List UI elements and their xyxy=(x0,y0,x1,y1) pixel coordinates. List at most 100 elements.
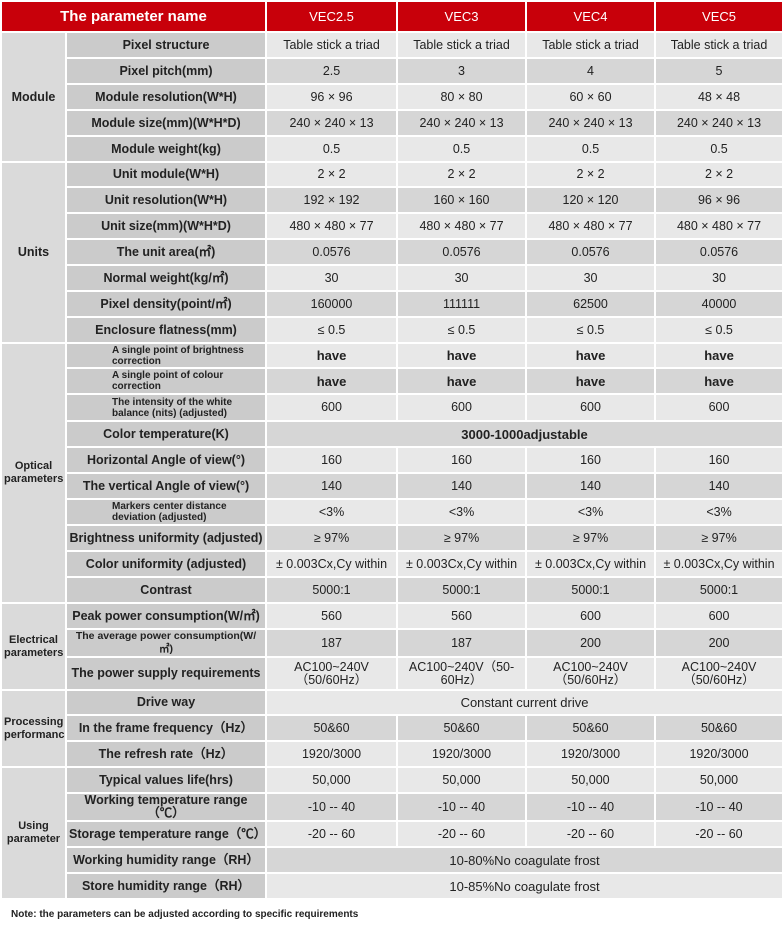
value-cell: 160 × 160 xyxy=(396,186,528,214)
parameter-label: Brightness uniformity (adjusted) xyxy=(64,524,268,552)
table-row: Color uniformity (adjusted) ± 0.003Cx,Cy … xyxy=(1,550,782,578)
parameter-label: Unit resolution(W*H) xyxy=(64,186,268,214)
model-header: VEC5 xyxy=(654,0,782,33)
table-row: The average power consumption(W/㎡) 187 187… xyxy=(1,628,782,658)
value-cell: 50,000 xyxy=(265,766,399,794)
table-row: The intensity of the white balance (nits… xyxy=(1,393,782,422)
value-cell: 96 × 96 xyxy=(265,83,399,111)
value-cell: Table stick a triad xyxy=(265,31,399,59)
value-cell: 480 × 480 × 77 xyxy=(396,212,528,240)
value-cell: 480 × 480 × 77 xyxy=(265,212,399,240)
value-cell: 120 × 120 xyxy=(525,186,657,214)
parameter-label: Pixel density(point/㎡) xyxy=(64,290,268,318)
value-cell: have xyxy=(265,367,399,395)
model-header: VEC3 xyxy=(396,0,528,33)
value-cell: 5000:1 xyxy=(396,576,528,604)
group-label: Processing performance xyxy=(0,689,67,768)
table-row: The refresh rate（Hz） 1920/3000 1920/3000 19… xyxy=(1,740,782,768)
value-cell: 60 × 60 xyxy=(525,83,657,111)
value-cell: ± 0.003Cx,Cy within xyxy=(265,550,399,578)
value-cell: have xyxy=(396,342,528,369)
value-cell: 600 xyxy=(654,393,782,422)
value-cell: 200 xyxy=(525,628,657,658)
table-row: Module size(mm)(W*H*D) 240 × 240 × 13 240 … xyxy=(1,109,782,137)
group-label: Units xyxy=(0,161,67,344)
value-cell: 111111 xyxy=(396,290,528,318)
table-row: Brightness uniformity (adjusted) ≥ 97% ≥ 9… xyxy=(1,524,782,552)
value-cell: AC100~240V（50/60Hz） xyxy=(654,656,782,691)
table-row: Processing performance Drive way Constant … xyxy=(0,689,782,768)
value-cell: 1920/3000 xyxy=(654,740,782,768)
value-cell: 5 xyxy=(654,57,782,85)
value-cell: 5000:1 xyxy=(525,576,657,604)
value-cell: 480 × 480 × 77 xyxy=(525,212,657,240)
table-row: Unit size(mm)(W*H*D) 480 × 480 × 77 480 × … xyxy=(1,212,782,240)
table-row: Module Pixel structure Table stick a triad… xyxy=(0,31,782,163)
value-cell: 2 × 2 xyxy=(265,161,399,188)
value-cell: ≥ 97% xyxy=(525,524,657,552)
parameter-label: Working humidity range（RH） xyxy=(64,846,268,874)
parameter-label: Normal weight(kg/㎡) xyxy=(64,264,268,292)
parameter-label: Color temperature(K) xyxy=(64,420,268,448)
value-cell: have xyxy=(396,367,528,395)
spec-table: The parameter name VEC2.5 VEC3 VEC4 VEC5… xyxy=(0,0,782,900)
value-cell: 240 × 240 × 13 xyxy=(265,109,399,137)
value-cell: 3 xyxy=(396,57,528,85)
table-row: Contrast 5000:1 5000:1 5000:1 5000:1 xyxy=(1,576,782,604)
value-cell: 160 xyxy=(396,446,528,474)
value-cell: -10 -- 40 xyxy=(396,792,528,822)
value-cell: 30 xyxy=(654,264,782,292)
table-row: Pixel density(point/㎡) 160000 111111 62500 4… xyxy=(1,290,782,318)
value-cell: 1920/3000 xyxy=(265,740,399,768)
header-row: The parameter name VEC2.5 VEC3 VEC4 VEC5 xyxy=(0,0,782,33)
parameter-label: Module size(mm)(W*H*D) xyxy=(64,109,268,137)
value-cell: 0.0576 xyxy=(654,238,782,266)
parameter-label: A single point of brightness correction xyxy=(64,342,268,369)
value-cell: Table stick a triad xyxy=(396,31,528,59)
parameter-label: The average power consumption(W/㎡) xyxy=(64,628,268,658)
value-cell: 600 xyxy=(525,602,657,630)
value-cell: 600 xyxy=(396,393,528,422)
value-cell: 600 xyxy=(265,393,399,422)
value-cell: 200 xyxy=(654,628,782,658)
table-row: Enclosure flatness(mm) ≤ 0.5 ≤ 0.5 ≤ 0.5 ≤ 0… xyxy=(1,316,782,344)
value-cell: -20 -- 60 xyxy=(654,820,782,848)
value-cell: 40000 xyxy=(654,290,782,318)
value-cell: ≥ 97% xyxy=(396,524,528,552)
parameter-label: The refresh rate（Hz） xyxy=(64,740,268,768)
value-cell: 187 xyxy=(396,628,528,658)
value-cell: 560 xyxy=(265,602,399,630)
value-cell: have xyxy=(265,342,399,369)
value-cell: ≤ 0.5 xyxy=(265,316,399,344)
parameter-label: The vertical Angle of view(°) xyxy=(64,472,268,500)
value-cell: ± 0.003Cx,Cy within xyxy=(654,550,782,578)
value-cell: 30 xyxy=(265,264,399,292)
value-cell: Table stick a triad xyxy=(654,31,782,59)
value-cell: 5000:1 xyxy=(654,576,782,604)
value-cell: 2 × 2 xyxy=(654,161,782,188)
parameter-label: Working temperature range（℃） xyxy=(64,792,268,822)
table-row: Unit resolution(W*H) 192 × 192 160 × 160 12… xyxy=(1,186,782,214)
value-cell: have xyxy=(525,367,657,395)
table-row: The vertical Angle of view(°) 140 140 140 14… xyxy=(1,472,782,500)
value-cell: 560 xyxy=(396,602,528,630)
value-cell: ≤ 0.5 xyxy=(654,316,782,344)
parameter-label: Color uniformity (adjusted) xyxy=(64,550,268,578)
table-row: Store humidity range（RH） 10-85%No coagula… xyxy=(1,872,782,900)
value-cell: 2 × 2 xyxy=(525,161,657,188)
table-row: Working temperature range（℃） -10 -- 40 -10… xyxy=(1,792,782,822)
value-cell: have xyxy=(654,342,782,369)
value-cell: 0.5 xyxy=(265,135,399,163)
table-row: Color temperature(K) 3000-1000adjustable xyxy=(1,420,782,448)
value-cell: 4 xyxy=(525,57,657,85)
value-cell: ≥ 97% xyxy=(654,524,782,552)
spanned-value: 10-80%No coagulate frost xyxy=(265,846,782,874)
value-cell: 50&60 xyxy=(654,714,782,742)
spanned-value: 3000-1000adjustable xyxy=(265,420,782,448)
parameter-label: Module resolution(W*H) xyxy=(64,83,268,111)
value-cell: 240 × 240 × 13 xyxy=(396,109,528,137)
parameter-label: Module weight(kg) xyxy=(64,135,268,163)
value-cell: 140 xyxy=(525,472,657,500)
table-row: Module weight(kg) 0.5 0.5 0.5 0.5 xyxy=(1,135,782,163)
value-cell: AC100~240V（50/60Hz） xyxy=(525,656,657,691)
